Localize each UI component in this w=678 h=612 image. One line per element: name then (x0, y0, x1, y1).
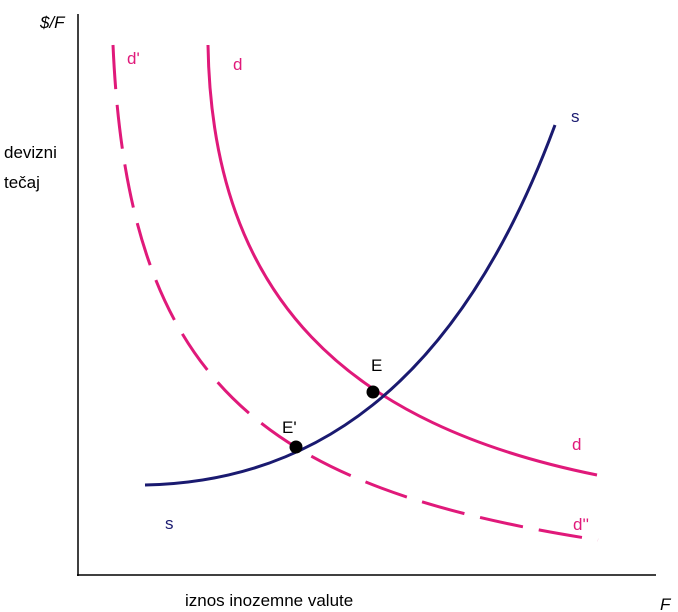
demand-curve-d-prime (111, 44, 599, 542)
curve-label: s (165, 514, 174, 533)
curve-label: s (571, 107, 580, 126)
x-unit: F (660, 595, 672, 612)
curve-label: d (233, 55, 242, 74)
curve-label: d' (127, 49, 140, 68)
y-unit: $/F (39, 13, 66, 32)
point-label: E' (282, 418, 297, 437)
demand-curve-d (206, 44, 598, 477)
y-label-line: devizni (4, 143, 57, 162)
x-label: iznos inozemne valute (185, 591, 353, 610)
curve-label: d'' (573, 515, 589, 534)
supply-curve-s (144, 124, 557, 487)
equilibrium-point-e-prime (289, 440, 303, 454)
y-label-line: tečaj (4, 173, 40, 192)
point-label: E (371, 356, 382, 375)
curve-label: d (572, 435, 581, 454)
equilibrium-point-e (366, 385, 380, 399)
